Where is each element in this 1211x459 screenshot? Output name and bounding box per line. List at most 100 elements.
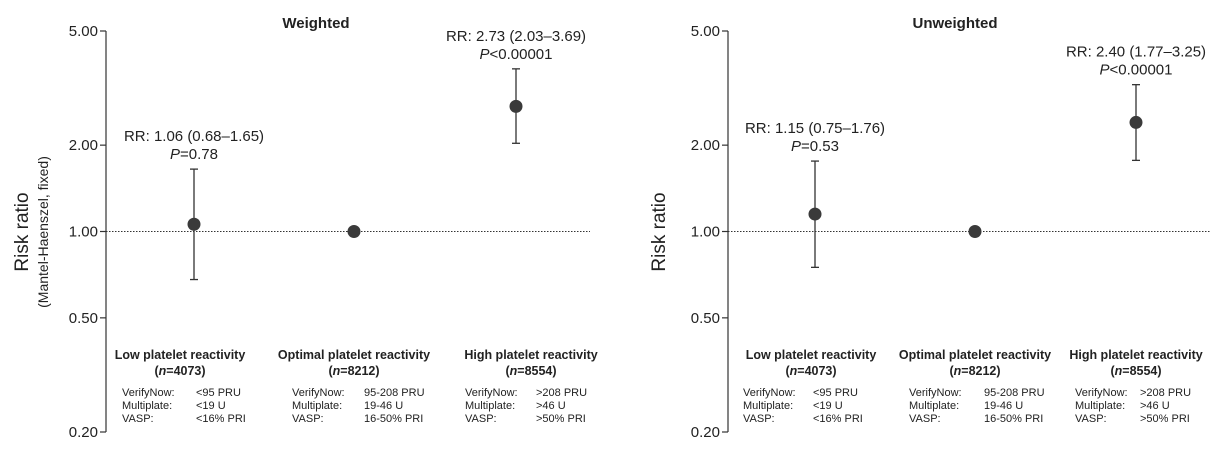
- y-tick-label: 1.00: [691, 224, 720, 241]
- data-point: [347, 225, 361, 238]
- category-n-label: (n=4073): [785, 364, 836, 378]
- category-n-label: (n=8212): [949, 364, 1000, 378]
- criteria-threshold: <16% PRI: [813, 413, 863, 425]
- criteria-threshold: >50% PRI: [536, 413, 586, 425]
- category-n-open: (: [949, 364, 954, 378]
- criteria-assay-label: VerifyNow:: [743, 387, 796, 399]
- y-tick-label: 5.00: [69, 23, 98, 40]
- criteria-assay-label: VASP:: [909, 413, 941, 425]
- criteria-threshold: 95-208 PRU: [364, 387, 425, 399]
- category-n-symbol: n: [790, 364, 798, 378]
- criteria-assay-label: VASP:: [465, 413, 497, 425]
- rr-annotation: RR: 1.15 (0.75–1.76): [745, 120, 885, 137]
- y-axis-label: Risk ratio: [649, 192, 670, 271]
- criteria-threshold: <19 U: [196, 400, 226, 412]
- category-n-value: =4073): [166, 364, 205, 378]
- criteria-assay-label: Multiplate:: [122, 400, 172, 412]
- category-n-symbol: n: [954, 364, 962, 378]
- category-n-symbol: n: [159, 364, 167, 378]
- y-tick-label: 2.00: [69, 137, 98, 154]
- p-value-symbol: P: [1100, 62, 1110, 79]
- y-axis-sublabel: (Mantel-Haenszel, fixed): [35, 156, 51, 308]
- chart-title: Weighted: [282, 15, 349, 32]
- y-tick-label: 0.20: [69, 424, 98, 441]
- y-tick-label: 2.00: [691, 137, 720, 154]
- category-n-open: (: [785, 364, 790, 378]
- criteria-threshold: <16% PRI: [196, 413, 246, 425]
- p-value-text: <0.00001: [1110, 62, 1173, 79]
- data-point: [187, 217, 201, 231]
- p-value-symbol: P: [170, 146, 180, 163]
- y-tick-label: 0.50: [69, 310, 98, 327]
- criteria-assay-label: VASP:: [1075, 413, 1107, 425]
- category-n-value: =4073): [797, 364, 836, 378]
- criteria-threshold: 16-50% PRI: [984, 413, 1043, 425]
- category-label: Optimal platelet reactivity: [899, 348, 1051, 362]
- category-n-value: =8212): [340, 364, 379, 378]
- y-tick-label: 5.00: [691, 23, 720, 40]
- data-point: [1129, 115, 1143, 129]
- criteria-assay-label: VASP:: [743, 413, 775, 425]
- criteria-assay-label: Multiplate:: [1075, 400, 1125, 412]
- category-n-symbol: n: [333, 364, 341, 378]
- p-value-annotation: P<0.00001: [1100, 62, 1173, 79]
- criteria-assay-label: Multiplate:: [743, 400, 793, 412]
- rr-annotation: RR: 2.73 (2.03–3.69): [446, 28, 586, 45]
- p-value-text: =0.78: [180, 146, 218, 163]
- category-label: High platelet reactivity: [1069, 348, 1202, 362]
- criteria-assay-label: VerifyNow:: [909, 387, 962, 399]
- category-n-label: (n=8212): [328, 364, 379, 378]
- category-n-symbol: n: [1115, 364, 1123, 378]
- chart-title: Unweighted: [913, 15, 998, 32]
- criteria-assay-label: VerifyNow:: [122, 387, 175, 399]
- p-value-annotation: P=0.53: [791, 138, 839, 155]
- category-n-label: (n=4073): [154, 364, 205, 378]
- data-point: [509, 99, 523, 113]
- data-point: [968, 225, 982, 238]
- criteria-assay-label: VASP:: [292, 413, 324, 425]
- p-value-symbol: P: [480, 46, 490, 63]
- category-n-open: (: [328, 364, 333, 378]
- data-point: [808, 207, 822, 221]
- criteria-threshold: <95 PRU: [196, 387, 241, 399]
- p-value-text: <0.00001: [490, 46, 553, 63]
- criteria-threshold: >46 U: [536, 400, 566, 412]
- criteria-threshold: 16-50% PRI: [364, 413, 423, 425]
- category-n-open: (: [154, 364, 159, 378]
- criteria-assay-label: VerifyNow:: [1075, 387, 1128, 399]
- rr-annotation: RR: 1.06 (0.68–1.65): [124, 128, 264, 145]
- criteria-threshold: <95 PRU: [813, 387, 858, 399]
- y-tick-label: 0.50: [691, 310, 720, 327]
- criteria-assay-label: Multiplate:: [292, 400, 342, 412]
- p-value-text: =0.53: [801, 138, 839, 155]
- category-n-label: (n=8554): [505, 364, 556, 378]
- p-value-annotation: P=0.78: [170, 146, 218, 163]
- category-label: Low platelet reactivity: [115, 348, 246, 362]
- category-n-symbol: n: [510, 364, 518, 378]
- criteria-assay-label: Multiplate:: [465, 400, 515, 412]
- category-n-value: =8212): [961, 364, 1000, 378]
- category-label: High platelet reactivity: [464, 348, 597, 362]
- y-axis-label: Risk ratio: [12, 192, 33, 271]
- criteria-assay-label: Multiplate:: [909, 400, 959, 412]
- p-value-annotation: P<0.00001: [480, 46, 553, 63]
- criteria-threshold: 95-208 PRU: [984, 387, 1045, 399]
- criteria-assay-label: VASP:: [122, 413, 154, 425]
- criteria-threshold: >50% PRI: [1140, 413, 1190, 425]
- category-n-value: =8554): [1122, 364, 1161, 378]
- category-n-label: (n=8554): [1110, 364, 1161, 378]
- criteria-threshold: >208 PRU: [536, 387, 587, 399]
- category-n-open: (: [1110, 364, 1115, 378]
- category-n-open: (: [505, 364, 510, 378]
- category-label: Low platelet reactivity: [746, 348, 877, 362]
- criteria-threshold: 19-46 U: [984, 400, 1023, 412]
- rr-annotation: RR: 2.40 (1.77–3.25): [1066, 44, 1206, 61]
- criteria-threshold: >46 U: [1140, 400, 1170, 412]
- p-value-symbol: P: [791, 138, 801, 155]
- criteria-threshold: 19-46 U: [364, 400, 403, 412]
- chart-panel: Unweighted 5.00 2.00 1.00 0.50 0.20 Risk ratio…: [649, 15, 1211, 441]
- criteria-threshold: >208 PRU: [1140, 387, 1191, 399]
- criteria-assay-label: VerifyNow:: [465, 387, 518, 399]
